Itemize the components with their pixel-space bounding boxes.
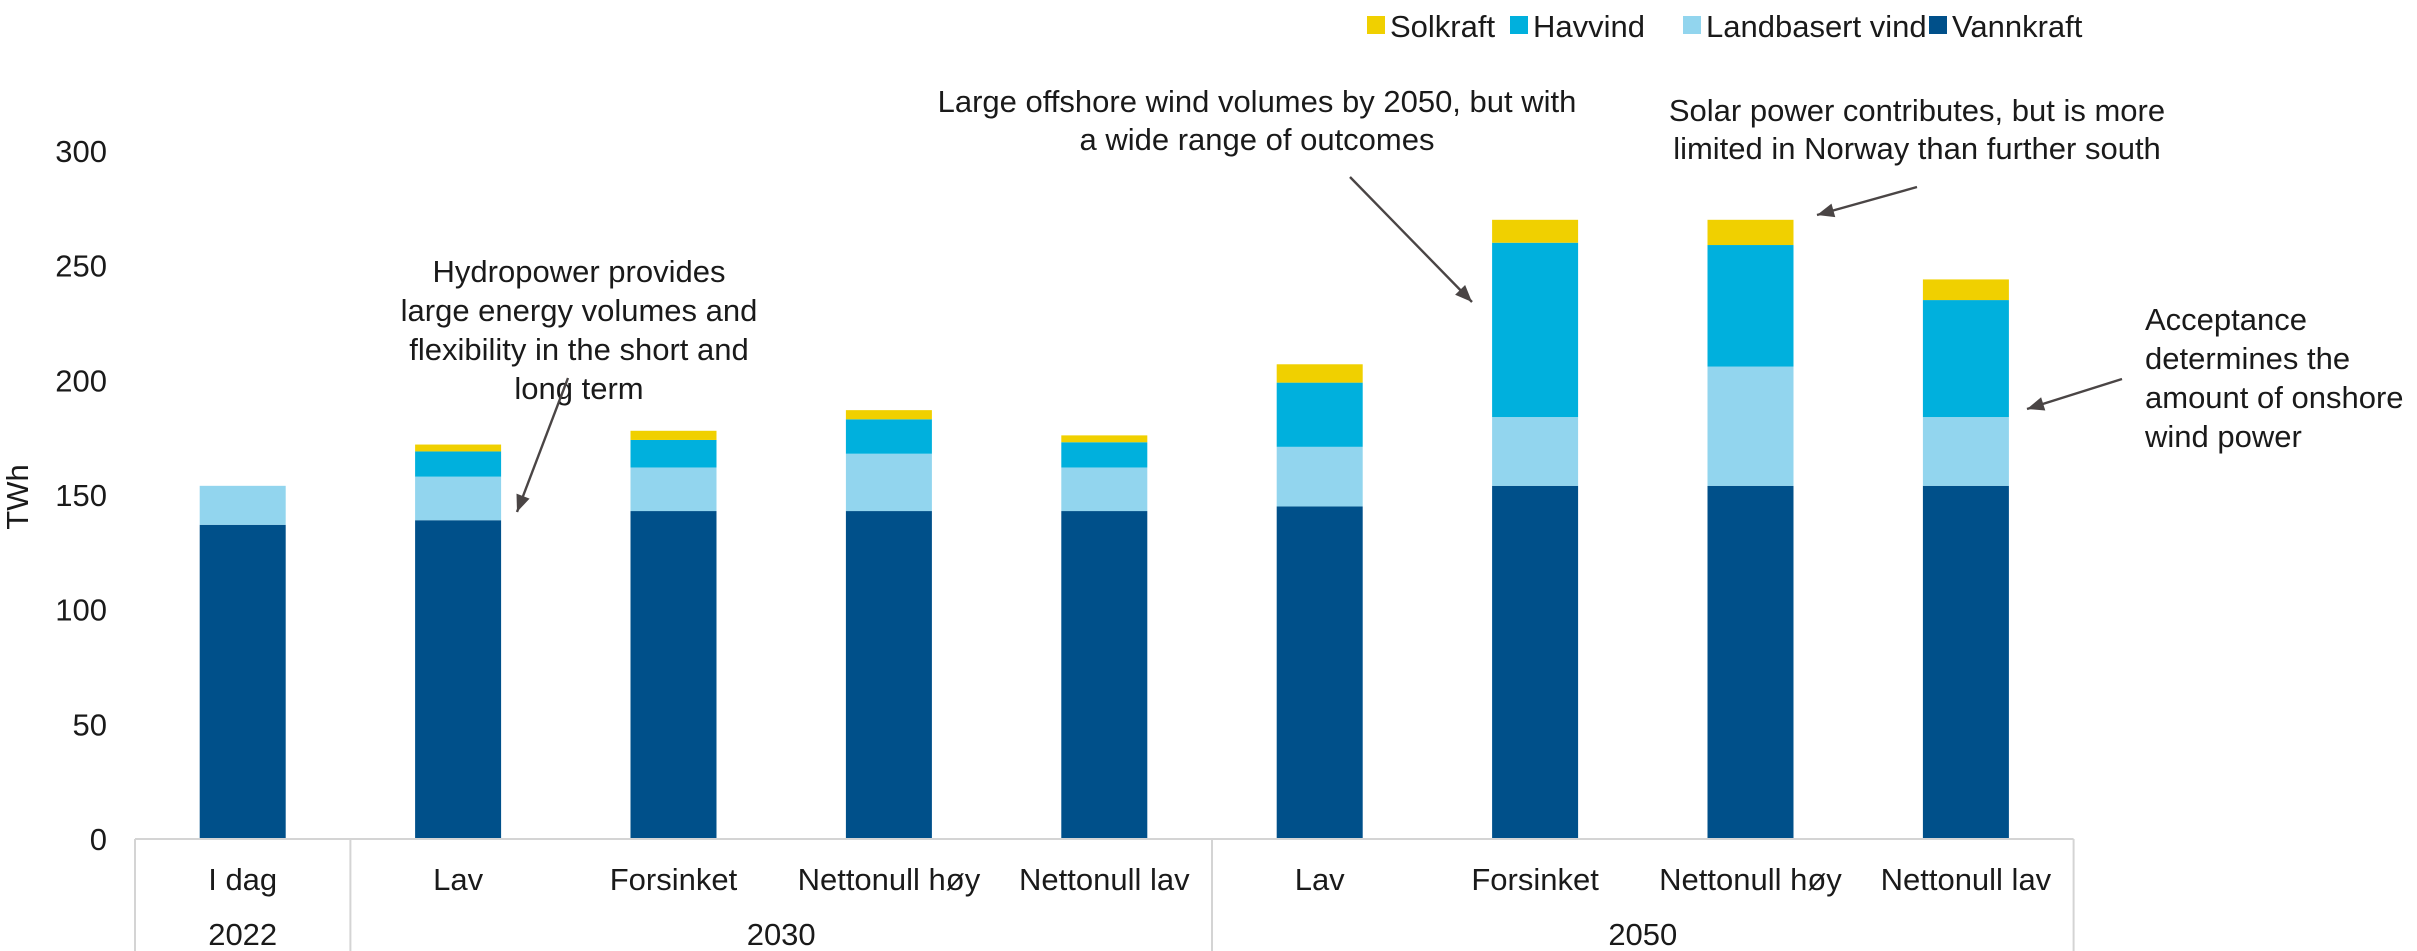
y-tick-label: 100 <box>55 593 107 628</box>
legend-label: Vannkraft <box>1952 9 2083 44</box>
bar-segment-havvind <box>630 439 717 468</box>
bar-segment-landbasert-vind <box>630 467 717 512</box>
bar-segment-solkraft <box>1707 219 1794 246</box>
legend-item: Vannkraft <box>1929 9 2083 44</box>
bar-segment-vannkraft <box>1492 485 1579 839</box>
legend-swatch <box>1683 16 1701 34</box>
y-tick-label: 200 <box>55 363 107 398</box>
bar-segment-havvind <box>415 451 502 477</box>
legend-item: Havvind <box>1510 9 1645 44</box>
y-tick-label: 150 <box>55 478 107 513</box>
arrowhead <box>516 493 530 512</box>
x-axis: I dag Lav Forsinket Nettonull høy Nettonull … <box>134 838 2075 951</box>
annotation-text: Acceptance <box>2145 302 2307 337</box>
legend-label: Solkraft <box>1390 9 1495 44</box>
bar-segment-havvind <box>1492 242 1579 418</box>
bar-segment-vannkraft <box>1707 485 1794 839</box>
annotation: Acceptance determines the amount of onshor… <box>2026 302 2404 454</box>
x-tick-label: Nettonull høy <box>798 862 981 897</box>
annotation-text: a wide range of outcomes <box>1080 122 1435 157</box>
bar-segment-vannkraft <box>1922 485 2009 839</box>
bar-segment-landbasert-vind <box>199 485 286 525</box>
annotation-arrow <box>1816 185 1918 217</box>
bar-segment-landbasert-vind <box>415 476 502 521</box>
annotation: Solar power contributes, but is morelimi… <box>1669 93 2165 218</box>
bar-segment-vannkraft <box>1276 506 1363 839</box>
legend-swatch <box>1510 16 1528 34</box>
x-tick-label: Forsinket <box>1471 862 1599 897</box>
bar-segment-havvind <box>1707 245 1794 367</box>
annotation-text: large energy volumes and <box>401 293 758 328</box>
bar-segment-vannkraft <box>415 520 502 839</box>
bar-segment-solkraft <box>1922 279 2009 301</box>
x-tick-label: Lav <box>1295 862 1345 897</box>
bar-segment-vannkraft <box>845 511 932 839</box>
x-group-label: 2050 <box>1608 917 1677 951</box>
annotation-text: flexibility in the short and <box>409 332 748 367</box>
bar-segment-solkraft <box>415 444 502 452</box>
y-axis: 0 50 100 150 200 250 300 <box>55 134 107 857</box>
annotation-text: wind power <box>2144 419 2302 454</box>
annotation-text: Solar power contributes, but is more <box>1669 93 2165 128</box>
annotation-text: limited in Norway than further south <box>1673 131 2161 166</box>
y-tick-label: 50 <box>73 707 107 742</box>
bar-segment-solkraft <box>1061 435 1148 443</box>
legend-swatch <box>1929 16 1947 34</box>
bar-segment-landbasert-vind <box>845 453 932 512</box>
bars <box>199 219 2009 839</box>
bar-segment-landbasert-vind <box>1276 446 1363 507</box>
annotations: Hydropower provides large energy volumes … <box>401 84 2404 513</box>
legend-label: Landbasert vind <box>1706 9 1927 44</box>
annotation: Hydropower provides large energy volumes … <box>401 254 758 513</box>
bar-segment-solkraft <box>845 410 932 420</box>
bar-segment-havvind <box>1276 382 1363 447</box>
x-group-label: 2022 <box>208 917 277 951</box>
bar-segment-solkraft <box>1492 219 1579 243</box>
bar-segment-vannkraft <box>630 511 717 839</box>
bar-segment-landbasert-vind <box>1922 417 2009 486</box>
bar-segment-vannkraft <box>199 524 286 839</box>
legend-swatch <box>1367 16 1385 34</box>
bar-segment-landbasert-vind <box>1492 417 1579 486</box>
annotation-arrow <box>1349 176 1473 303</box>
annotation-text: amount of onshore <box>2145 380 2404 415</box>
bar-segment-solkraft <box>630 430 717 440</box>
legend-item: Solkraft <box>1367 9 1495 44</box>
x-group-label: 2030 <box>747 917 816 951</box>
y-tick-label: 300 <box>55 134 107 169</box>
bar-segment-havvind <box>845 419 932 454</box>
annotation-text: Large offshore wind volumes by 2050, but… <box>938 84 1577 119</box>
x-tick-label: Nettonull lav <box>1019 862 1190 897</box>
arrowhead <box>2027 397 2046 411</box>
legend-item: Landbasert vind <box>1683 9 1927 44</box>
annotation-arrow <box>515 377 570 513</box>
bar-segment-havvind <box>1922 300 2009 418</box>
annotation: Large offshore wind volumes by 2050, but… <box>938 84 1577 303</box>
legend-label: Havvind <box>1533 9 1645 44</box>
x-tick-label: Forsinket <box>610 862 738 897</box>
bar-segment-solkraft <box>1276 364 1363 383</box>
y-tick-label: 250 <box>55 249 107 284</box>
annotation-text: long term <box>514 371 643 406</box>
bar-segment-landbasert-vind <box>1061 467 1148 512</box>
bar-segment-havvind <box>1061 442 1148 468</box>
x-tick-label: Lav <box>433 862 483 897</box>
y-axis-label: TWh <box>0 464 35 529</box>
bar-segment-vannkraft <box>1061 511 1148 839</box>
arrowhead <box>1817 203 1836 218</box>
arrowhead <box>1455 284 1472 302</box>
x-tick-label: I dag <box>208 862 277 897</box>
bar-segment-landbasert-vind <box>1707 366 1794 486</box>
annotation-text: determines the <box>2145 341 2350 376</box>
x-tick-label: Nettonull lav <box>1881 862 2052 897</box>
x-tick-label: Nettonull høy <box>1659 862 1842 897</box>
legend: Solkraft Havvind Landbasert vind Vannkraft <box>1367 9 2083 44</box>
y-tick-label: 0 <box>90 822 107 857</box>
annotation-text: Hydropower provides <box>433 254 726 289</box>
